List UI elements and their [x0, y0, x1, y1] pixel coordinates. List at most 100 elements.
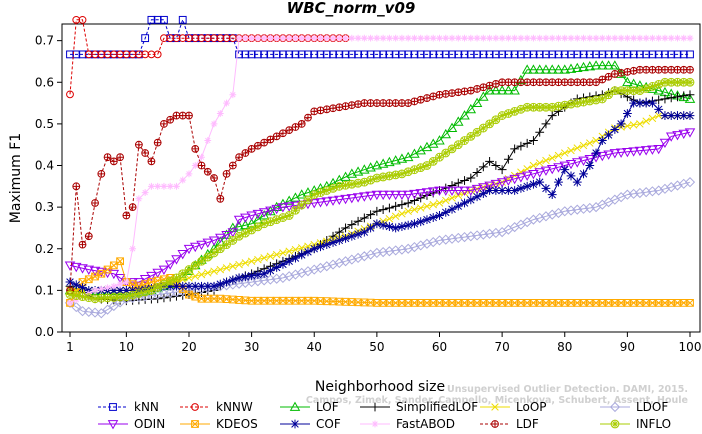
data-point: [429, 50, 438, 59]
data-point: [605, 73, 612, 81]
data-point: [135, 290, 143, 297]
data-point: [540, 211, 552, 222]
series-line-simplifiedlof: [69, 90, 691, 302]
data-point: [548, 103, 556, 111]
data-point: [179, 270, 187, 278]
data-point: [385, 34, 393, 42]
data-point: [204, 253, 212, 261]
data-point: [410, 205, 419, 214]
data-point: [72, 292, 80, 299]
data-point: [528, 169, 539, 180]
y-axis-ticks: 0.0 0.1 0.2 0.3 0.4 0.5 0.6 0.7: [35, 34, 62, 339]
data-point: [454, 50, 463, 59]
data-point: [523, 103, 531, 111]
data-point: [617, 69, 625, 77]
data-point: [572, 158, 583, 168]
credit-line-2: Campos, Zimek, Sander, Campello, Micenko…: [306, 395, 688, 406]
data-point: [461, 88, 468, 95]
data-point: [97, 269, 106, 278]
data-point: [66, 90, 74, 99]
data-point: [622, 109, 632, 118]
data-point: [536, 78, 544, 86]
data-point: [685, 111, 695, 120]
legend-item-inflo: INFLO: [600, 417, 671, 431]
data-point: [129, 203, 137, 211]
data-point: [536, 103, 544, 111]
data-point: [334, 236, 344, 245]
data-point: [248, 226, 256, 234]
data-point: [197, 256, 206, 266]
data-point: [291, 245, 300, 254]
data-point: [216, 265, 225, 274]
data-point: [461, 34, 468, 42]
data-point: [391, 50, 400, 59]
data-point: [496, 85, 508, 95]
data-point: [511, 34, 519, 42]
data-point: [429, 93, 437, 100]
data-point: [223, 241, 230, 248]
legend-marker: [370, 402, 380, 412]
data-point: [148, 286, 155, 294]
data-point: [467, 87, 475, 94]
data-point: [335, 50, 344, 59]
data-point: [403, 220, 413, 230]
data-point: [603, 150, 614, 160]
data-point: [530, 34, 537, 42]
data-point: [379, 50, 388, 59]
data-point: [598, 50, 607, 59]
data-point: [327, 259, 339, 270]
data-point: [273, 34, 281, 42]
data-point: [397, 200, 407, 210]
data-point: [240, 213, 251, 223]
data-point: [585, 161, 595, 170]
data-point: [110, 157, 118, 165]
data-point: [373, 99, 381, 107]
data-point: [260, 254, 268, 262]
data-point: [598, 76, 606, 83]
data-point: [147, 50, 156, 59]
data-point: [210, 174, 218, 182]
data-point: [684, 93, 696, 103]
data-point: [397, 222, 407, 231]
data-point: [83, 265, 95, 275]
data-point: [141, 189, 149, 196]
data-point: [346, 194, 358, 204]
data-point: [391, 201, 401, 211]
data-point: [234, 273, 244, 283]
data-point: [460, 176, 469, 185]
data-point: [686, 298, 694, 307]
data-point: [630, 87, 638, 94]
data-point: [185, 274, 193, 282]
data-point: [466, 50, 475, 59]
data-point: [553, 207, 564, 219]
data-point: [654, 50, 663, 59]
data-point: [104, 284, 111, 292]
data-point: [341, 233, 350, 243]
data-point: [454, 88, 462, 96]
data-point: [642, 50, 651, 59]
data-point: [679, 91, 689, 101]
data-point: [661, 78, 669, 86]
data-point: [296, 267, 307, 279]
data-point: [135, 195, 143, 203]
legend-item-simplifiedlof: SimplifiedLOF: [360, 400, 478, 414]
data-point: [666, 182, 677, 193]
data-point: [341, 50, 350, 59]
data-point: [128, 285, 138, 295]
data-point: [241, 229, 249, 237]
data-point: [647, 145, 658, 155]
data-point: [317, 34, 324, 42]
data-point: [78, 15, 87, 24]
data-point: [353, 229, 363, 239]
data-point: [216, 195, 224, 203]
data-point: [308, 199, 320, 209]
data-point: [421, 188, 433, 198]
data-point: [347, 50, 356, 59]
data-point: [185, 290, 193, 299]
data-point: [322, 240, 332, 249]
data-point: [435, 211, 444, 220]
data-point: [447, 144, 457, 154]
data-point: [415, 189, 426, 199]
data-point: [185, 266, 193, 273]
data-point: [423, 202, 431, 211]
